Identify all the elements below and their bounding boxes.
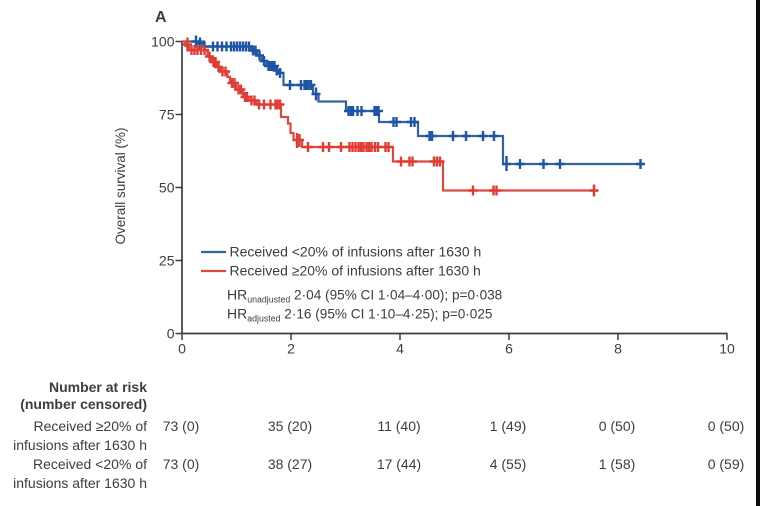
svg-text:0 (50): 0 (50) bbox=[708, 418, 745, 434]
svg-text:35 (20): 35 (20) bbox=[268, 418, 312, 434]
svg-text:HRunadjusted 2·04 (95% CI 1·04: HRunadjusted 2·04 (95% CI 1·04–4·00); p=… bbox=[227, 287, 502, 305]
svg-text:A: A bbox=[155, 9, 167, 26]
svg-text:73 (0): 73 (0) bbox=[163, 418, 200, 434]
svg-text:Number at risk: Number at risk bbox=[49, 379, 147, 395]
svg-text:2: 2 bbox=[287, 341, 295, 357]
svg-text:Received ≥20% of infusions aft: Received ≥20% of infusions after 1630 h bbox=[230, 263, 481, 279]
svg-text:17 (44): 17 (44) bbox=[377, 456, 421, 472]
svg-text:75: 75 bbox=[159, 107, 175, 123]
svg-text:Received ≥20% of: Received ≥20% of bbox=[33, 418, 147, 434]
svg-text:(number censored): (number censored) bbox=[20, 396, 147, 412]
svg-text:1 (58): 1 (58) bbox=[599, 456, 636, 472]
svg-text:0 (50): 0 (50) bbox=[599, 418, 636, 434]
svg-text:Received <20% of: Received <20% of bbox=[33, 456, 147, 472]
svg-text:100: 100 bbox=[151, 34, 175, 50]
svg-text:11 (40): 11 (40) bbox=[377, 418, 420, 434]
svg-text:10: 10 bbox=[719, 341, 735, 357]
svg-text:38 (27): 38 (27) bbox=[268, 456, 312, 472]
svg-text:4: 4 bbox=[396, 341, 404, 357]
svg-text:4 (55): 4 (55) bbox=[490, 456, 527, 472]
svg-text:Overall survival (%): Overall survival (%) bbox=[113, 127, 128, 244]
svg-text:73 (0): 73 (0) bbox=[163, 456, 200, 472]
svg-text:HRadjusted 2·16 (95% CI 1·10–4: HRadjusted 2·16 (95% CI 1·10–4·25); p=0·… bbox=[227, 306, 492, 324]
svg-text:50: 50 bbox=[159, 180, 175, 196]
svg-text:infusions after 1630 h: infusions after 1630 h bbox=[13, 475, 147, 491]
svg-text:0: 0 bbox=[178, 341, 186, 357]
svg-text:0 (59): 0 (59) bbox=[708, 456, 745, 472]
svg-text:8: 8 bbox=[614, 341, 622, 357]
svg-text:1 (49): 1 (49) bbox=[490, 418, 527, 434]
svg-text:25: 25 bbox=[159, 253, 175, 269]
svg-text:Received <20% of infusions aft: Received <20% of infusions after 1630 h bbox=[230, 244, 482, 260]
svg-text:infusions after 1630 h: infusions after 1630 h bbox=[13, 437, 147, 453]
svg-text:0: 0 bbox=[167, 326, 175, 342]
svg-text:6: 6 bbox=[505, 341, 513, 357]
